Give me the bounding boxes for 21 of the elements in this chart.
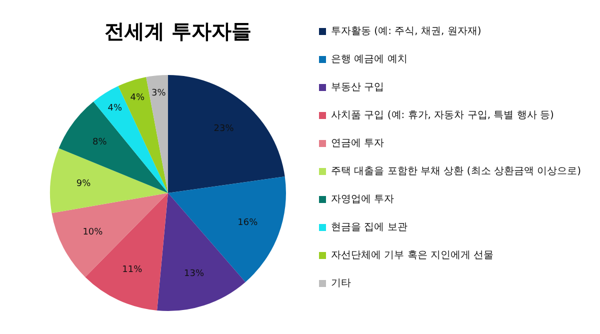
data-label: 23% — [214, 124, 234, 134]
data-label: 3% — [152, 88, 166, 98]
data-label: 10% — [82, 227, 104, 238]
legend-label: 투자활동 (예: 주식, 채권, 원자재) — [331, 26, 482, 37]
data-label: 9% — [76, 178, 92, 189]
legend-label: 사치품 구입 (예: 휴가, 자동차 구입, 특별 행사 등) — [331, 110, 554, 121]
data-label: 16% — [238, 218, 258, 228]
legend-label: 자영업에 투자 — [331, 194, 394, 205]
data-label: 4% — [130, 92, 145, 103]
data-label: 8% — [92, 137, 108, 148]
legend-label: 자선단체에 기부 혹은 지인에게 선물 — [331, 250, 494, 261]
data-label: 4% — [108, 103, 122, 114]
legend-label: 연금에 투자 — [331, 138, 384, 149]
data-label: 11% — [122, 265, 143, 276]
chart-title: 전세계 투자자들 — [104, 19, 252, 43]
legend-label: 은행 예금에 예치 — [331, 54, 408, 65]
legend-label: 부동산 구입 — [331, 82, 384, 93]
legend-label: 현금을 집에 보관 — [331, 222, 408, 233]
legend-label: 기타 — [331, 278, 351, 289]
legend-label: 주택 대출을 포함한 부채 상환 (최소 상환금액 이상으로) — [331, 166, 582, 177]
data-label: 13% — [184, 268, 204, 279]
